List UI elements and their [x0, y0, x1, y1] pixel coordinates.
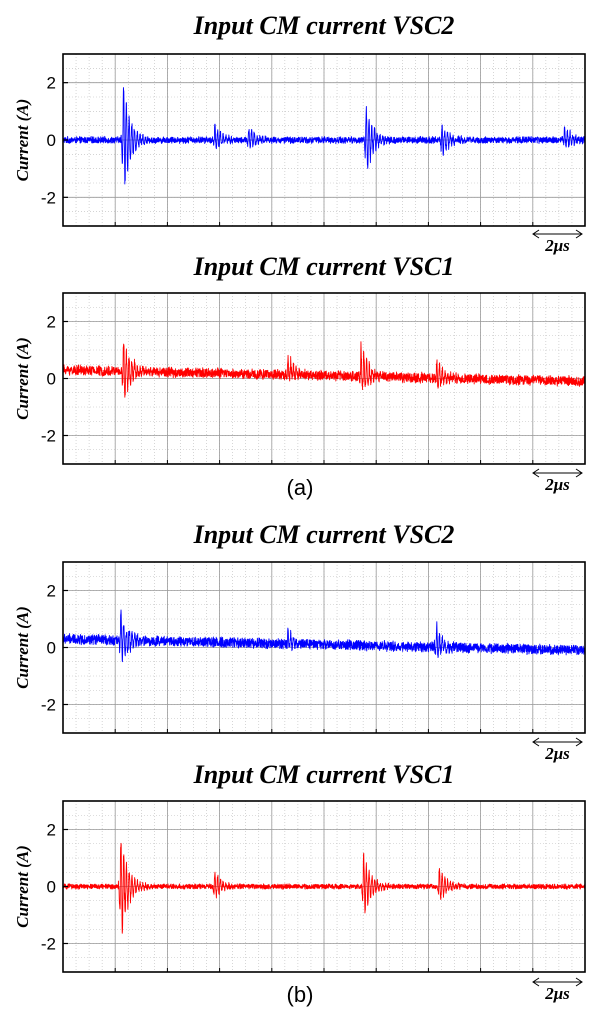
y-tick-label: -2	[41, 188, 56, 207]
waveform-series	[62, 609, 586, 663]
chart-panel-4: 2 0 -2 Input CM current VSC1 Current (A) 2μs	[13, 760, 586, 1003]
y-tick-label: -2	[41, 935, 56, 954]
scale-label: 2μs	[544, 236, 570, 255]
subfigure-caption: (b)	[287, 982, 314, 1007]
y-tick-label: -2	[41, 696, 56, 715]
time-scale-bar: 2μs	[532, 977, 583, 1003]
y-tick-label: 2	[47, 582, 56, 601]
time-scale-bar: 2μs	[532, 737, 583, 763]
waveform-series	[62, 87, 586, 185]
scale-arrow-left	[532, 468, 540, 478]
scale-arrow-left	[532, 229, 540, 239]
scale-arrow-left	[532, 737, 540, 747]
y-axis-label: Current (A)	[13, 337, 32, 420]
y-tick-label: 0	[47, 878, 56, 897]
y-axis-label: Current (A)	[13, 845, 32, 928]
chart-panel-1: 2 0 -2 Input CM current VSC2 Current (A) 2μs	[13, 11, 586, 255]
scale-arrow-right	[575, 468, 583, 478]
y-tick-label: 2	[47, 74, 56, 93]
y-tick-label: -2	[41, 427, 56, 446]
scale-label: 2μs	[544, 984, 570, 1003]
y-axis-label: Current (A)	[13, 99, 32, 182]
scale-arrow-right	[575, 229, 583, 239]
scale-label: 2μs	[544, 744, 570, 763]
y-tick-label: 2	[47, 313, 56, 332]
y-tick-label: 0	[47, 639, 56, 658]
chart-title: Input CM current VSC2	[193, 520, 455, 549]
y-tick-label: 0	[47, 370, 56, 389]
chart-title: Input CM current VSC2	[193, 11, 455, 40]
chart-title: Input CM current VSC1	[193, 760, 455, 789]
scale-label: 2μs	[544, 475, 570, 494]
y-tick-label: 2	[47, 821, 56, 840]
time-scale-bar: 2μs	[532, 229, 583, 255]
chart-title: Input CM current VSC1	[193, 252, 455, 281]
y-tick-label: 0	[47, 131, 56, 150]
subfigure-caption: (a)	[287, 475, 314, 500]
waveform-series	[62, 842, 586, 934]
scale-arrow-right	[575, 737, 583, 747]
chart-panel-2: 2 0 -2 Input CM current VSC1 Current (A) 2μs	[13, 252, 586, 494]
scale-arrow-right	[575, 977, 583, 987]
scale-arrow-left	[532, 977, 540, 987]
waveform-series	[62, 341, 586, 398]
time-scale-bar: 2μs	[532, 468, 583, 494]
chart-panel-3: 2 0 -2 Input CM current VSC2 Current (A) 2μs	[13, 520, 586, 763]
y-axis-label: Current (A)	[13, 606, 32, 689]
